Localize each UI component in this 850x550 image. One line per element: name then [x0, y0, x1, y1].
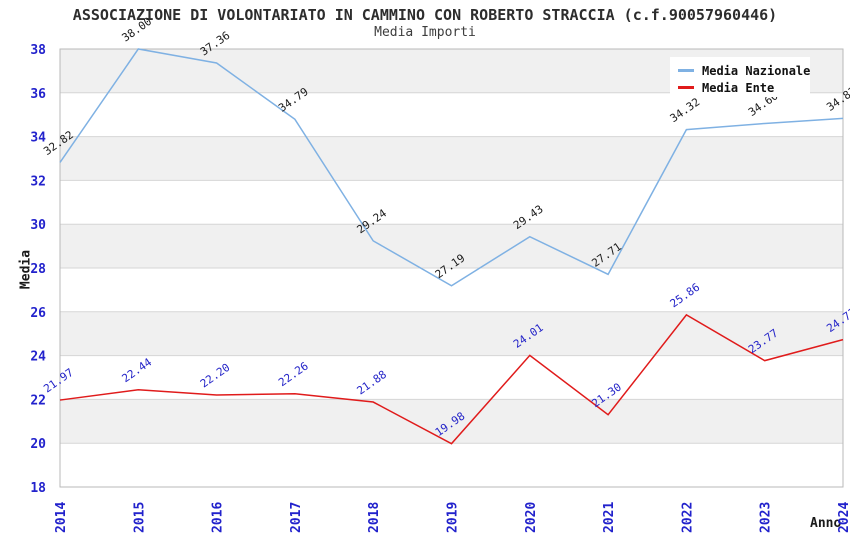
x-tick-label: 2020 [524, 502, 539, 533]
legend-label: Media Ente [702, 80, 775, 95]
x-tick-label: 2014 [54, 502, 69, 533]
plot-band [60, 180, 843, 225]
y-tick-label: 28 [30, 262, 46, 277]
plot-band [60, 136, 843, 181]
plot-band [60, 355, 843, 400]
y-tick-label: 36 [30, 87, 46, 102]
y-tick-label: 22 [30, 393, 46, 408]
x-tick-label: 2018 [367, 502, 382, 533]
plot-band [60, 92, 843, 137]
y-tick-label: 30 [30, 218, 46, 233]
y-tick-label: 20 [30, 437, 46, 452]
plot-band [60, 224, 843, 268]
x-tick-label: 2016 [211, 502, 226, 533]
series-line-media-nazionale [59, 48, 844, 287]
legend-item-media-ente: Media Ente [678, 79, 810, 96]
legend-swatch-media-nazionale [678, 69, 694, 72]
plot-band [60, 443, 843, 487]
legend-label: Media Nazionale [702, 63, 811, 78]
x-tick-label: 2021 [602, 502, 617, 533]
legend-item-media-nazionale: Media Nazionale [678, 62, 810, 79]
series-line-media-ente [59, 313, 844, 445]
x-tick-label: 2024 [837, 502, 850, 533]
data-label-media-nazionale: 38.00 [120, 15, 155, 45]
plot-band [60, 311, 843, 356]
plot-band [60, 268, 843, 312]
plot-border [59, 48, 844, 488]
legend-swatch-media-ente [678, 86, 694, 89]
y-tick-label: 24 [30, 350, 46, 365]
plot-band [60, 399, 843, 444]
y-tick-label: 34 [30, 131, 46, 146]
chart-subtitle: Media Importi [374, 25, 476, 40]
x-tick-label: 2017 [289, 502, 304, 533]
x-tick-label: 2023 [759, 502, 774, 533]
chart-title: ASSOCIAZIONE DI VOLONTARIATO IN CAMMINO … [72, 6, 778, 24]
y-tick-label: 18 [30, 481, 46, 496]
legend: Media Nazionale Media Ente [670, 57, 810, 97]
y-tick-label: 38 [30, 43, 46, 58]
y-tick-label: 32 [30, 174, 46, 189]
x-tick-label: 2019 [446, 502, 461, 533]
x-tick-label: 2015 [132, 502, 147, 533]
x-tick-label: 2022 [680, 502, 695, 533]
x-axis-title: Anno [810, 516, 842, 531]
y-tick-label: 26 [30, 306, 46, 321]
